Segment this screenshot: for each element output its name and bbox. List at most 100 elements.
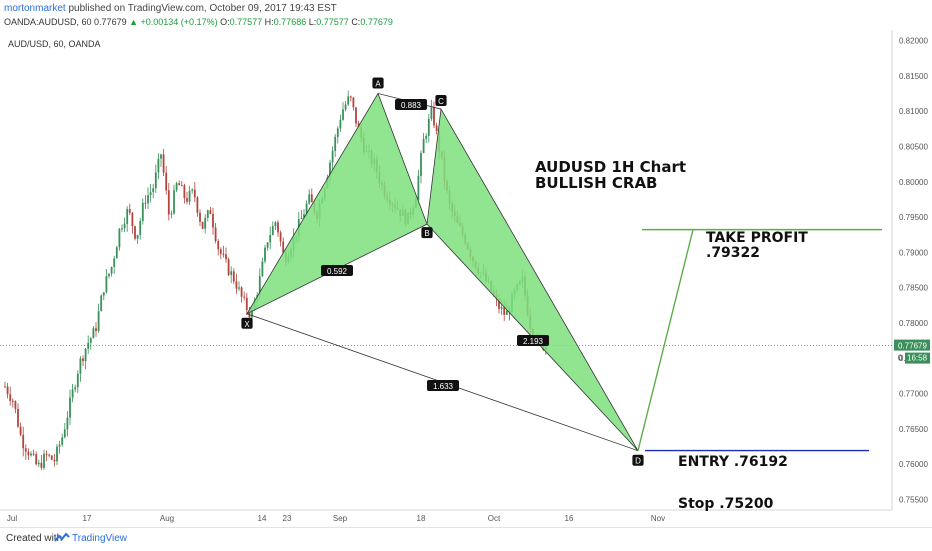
candle-body xyxy=(188,190,191,202)
price-chart[interactable]: X A B C D 0.592 0.883 2.193 1.633 0.82000 0.81500… xyxy=(0,0,932,527)
point-d-label: D xyxy=(635,457,641,466)
harmonic-pattern: X A B C D 0.592 0.883 2.193 1.633 xyxy=(241,77,644,466)
candle-body xyxy=(71,389,74,398)
candle-body xyxy=(154,172,157,189)
ratio-xd-label: 1.633 xyxy=(433,382,454,391)
candle-body xyxy=(11,400,14,402)
publish-line: mortonmarket published on TradingView.co… xyxy=(4,3,337,14)
countdown-box xyxy=(905,352,930,364)
open-label: O: xyxy=(220,17,230,27)
point-c-label: C xyxy=(438,97,444,106)
ratio-cd-label-box xyxy=(517,335,549,346)
point-x-label-box xyxy=(241,317,253,329)
candle-body xyxy=(141,202,144,222)
candle-body xyxy=(212,213,214,228)
candle-body xyxy=(66,417,69,430)
candle-body xyxy=(230,271,233,275)
x-tick-label: Sep xyxy=(333,514,348,523)
candle-body xyxy=(266,242,269,248)
candle-body xyxy=(243,296,246,298)
candle-body xyxy=(40,462,43,468)
candle-body xyxy=(420,153,422,176)
plot-area[interactable] xyxy=(0,30,892,510)
candle-body xyxy=(503,307,506,315)
point-b-label-box xyxy=(421,227,433,239)
y-tick-label: 0.78500 xyxy=(899,284,928,293)
x-tick-label: 17 xyxy=(83,514,92,523)
tradingview-brand[interactable]: TradingView xyxy=(72,533,128,544)
candle-body xyxy=(97,311,100,331)
y-tick-label: 0.78000 xyxy=(899,319,928,328)
chart-header: mortonmarket published on TradingView.co… xyxy=(0,0,932,30)
tradingview-logo-icon[interactable] xyxy=(54,532,70,544)
high-value: 0.77686 xyxy=(273,17,307,27)
close-value: 0.77679 xyxy=(360,17,393,27)
candle-body xyxy=(245,297,248,311)
price-axis[interactable]: 0.82000 0.81500 0.81000 0.80500 0.80000 0.795… xyxy=(894,37,930,505)
candle-body xyxy=(258,276,261,296)
candle-body xyxy=(435,125,438,131)
candle-body xyxy=(45,453,48,455)
candle-body xyxy=(339,119,342,129)
candle-body xyxy=(35,454,38,465)
candle-body xyxy=(269,234,272,243)
candle-body xyxy=(308,194,311,204)
candle-body xyxy=(209,210,212,214)
candle-body xyxy=(56,446,58,462)
candle-body xyxy=(196,197,199,213)
ratio-ab-label: 0.592 xyxy=(327,267,348,276)
candle-body xyxy=(277,222,279,233)
candle-body xyxy=(240,287,243,297)
candle-body xyxy=(157,158,160,173)
candle-body xyxy=(95,328,97,331)
y-tick-label: 0.76000 xyxy=(899,460,928,469)
high-label: H: xyxy=(264,17,274,27)
candle-body xyxy=(217,241,220,250)
candle-body xyxy=(227,259,230,275)
candle-body xyxy=(303,214,305,218)
chart-title: AUD/USD, 60, OANDA xyxy=(8,39,101,49)
time-axis[interactable]: Jul 17 Aug 14 23 Sep 18 Oct 16 Nov xyxy=(7,514,665,523)
candle-body xyxy=(498,298,500,309)
candle-body xyxy=(102,292,105,296)
countdown-text: 16:58 xyxy=(907,354,928,363)
x-tick-label: 23 xyxy=(283,514,292,523)
price-change: ▲ +0.00134 (+0.17%) xyxy=(129,17,218,27)
candle-body xyxy=(167,190,170,215)
take-profit-value: .79322 xyxy=(706,245,760,261)
author-link[interactable]: mortonmarket xyxy=(4,3,66,14)
candle-body xyxy=(89,338,92,343)
candle-body xyxy=(17,408,19,427)
ratio-bc-label-box xyxy=(395,99,427,110)
candle-body xyxy=(214,227,217,242)
candle-body xyxy=(225,254,227,260)
y-tick-label: 0.75500 xyxy=(899,495,928,504)
trade-levels xyxy=(637,228,882,452)
candle-body xyxy=(4,386,6,388)
candle-body xyxy=(300,217,303,220)
point-a-label: A xyxy=(375,80,381,89)
x-tick-label: Oct xyxy=(488,514,501,523)
candle-body xyxy=(19,426,22,435)
candle-body xyxy=(79,358,82,374)
candle-body xyxy=(282,241,285,253)
candle-body xyxy=(271,226,274,235)
candle-body xyxy=(336,128,339,137)
candle-body xyxy=(105,276,108,293)
y-tick-label: 0.81500 xyxy=(899,72,928,81)
candle-body xyxy=(248,310,251,318)
candle-body xyxy=(100,295,103,312)
candle-body xyxy=(433,107,435,126)
x-tick-label: Aug xyxy=(160,514,174,523)
candle-body xyxy=(48,454,51,456)
candle-body xyxy=(115,247,118,259)
candle-body xyxy=(222,253,225,255)
ratio-ab-label-box xyxy=(321,265,353,276)
x-tick-label: Nov xyxy=(651,514,665,523)
candle-body xyxy=(152,188,155,193)
take-profit-label: TAKE PROFIT xyxy=(706,230,808,246)
candle-body xyxy=(180,185,183,187)
candle-body xyxy=(113,258,116,268)
open-value: 0.77577 xyxy=(229,17,263,27)
candle-body xyxy=(274,222,277,227)
